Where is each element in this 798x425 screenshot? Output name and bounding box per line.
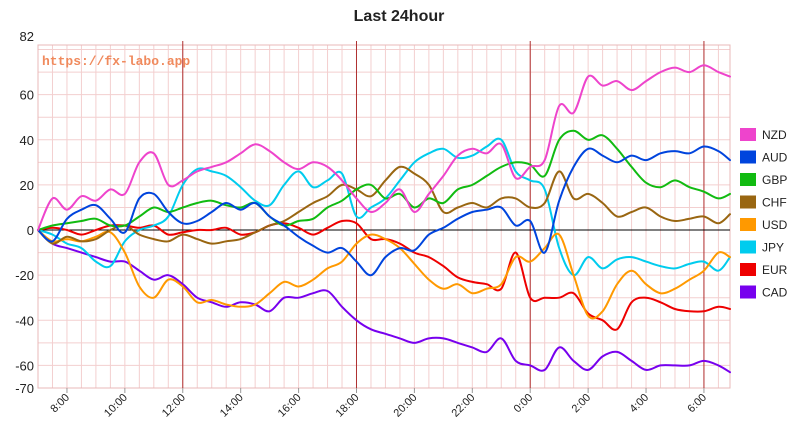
x-axis-ticks: 8:00 10:00 12:00 14:00 16:00 18:00 20:00 22:00 0… [48, 388, 709, 420]
y-tick-label: -40 [15, 313, 34, 328]
x-tick-label: 16:00 [276, 392, 304, 420]
series-line-nzd [37, 64, 731, 231]
chart-title: Last 24hour [353, 8, 445, 25]
y-tick-label: -70 [15, 381, 34, 396]
y-tick-label: 0 [27, 223, 34, 238]
legend-label-aud: AUD [762, 151, 788, 165]
legend-label-cad: CAD [762, 286, 788, 300]
legend-swatch-eur [740, 263, 756, 276]
y-axis-ticks: -70 -60 -40 -20 0 20 40 60 82 [15, 29, 34, 396]
series-line-cad [37, 229, 731, 374]
y-tick-label: 82 [20, 29, 34, 44]
legend-label-nzd: NZD [762, 128, 787, 142]
legend-swatch-aud [740, 150, 756, 164]
legend-label-eur: EUR [762, 263, 788, 277]
x-tick-label: 8:00 [48, 392, 72, 416]
x-tick-label: 14:00 [218, 392, 246, 420]
plot-border [37, 44, 731, 389]
legend-swatch-jpy [740, 240, 756, 254]
grid [37, 44, 731, 389]
x-tick-label: 18:00 [334, 392, 362, 420]
series-line-gbp [37, 129, 731, 231]
session-lines [182, 41, 705, 388]
legend-swatch-usd [740, 218, 756, 231]
x-tick-label: 20:00 [392, 392, 420, 420]
legend-swatch-chf [740, 195, 756, 209]
legend-swatch-nzd [740, 128, 756, 141]
x-tick-label: 10:00 [102, 392, 130, 420]
x-tick-label: 2:00 [570, 392, 594, 416]
legend-label-usd: USD [762, 218, 788, 232]
series-lines [37, 64, 731, 374]
series-line-usd [37, 229, 731, 320]
x-tick-label: 6:00 [685, 392, 709, 416]
y-tick-label: 40 [20, 133, 34, 148]
series-line-chf [37, 165, 731, 245]
y-tick-label: 60 [20, 88, 34, 103]
legend-swatch-gbp [740, 173, 756, 186]
x-tick-label: 12:00 [160, 392, 188, 420]
y-tick-label: -20 [15, 268, 34, 283]
legend-label-jpy: JPY [762, 241, 784, 255]
series-line-aud [37, 145, 731, 277]
legend-swatch-cad [740, 285, 756, 299]
x-tick-label: 0:00 [512, 392, 536, 416]
x-tick-label: 22:00 [449, 392, 477, 420]
y-tick-label: 20 [20, 178, 34, 193]
watermark: https://fx-labo.app [42, 54, 190, 69]
x-tick-label: 4:00 [628, 392, 652, 416]
legend: NZD AUD GBP CHF USD JPY EUR CAD [740, 128, 788, 300]
legend-label-chf: CHF [762, 196, 787, 210]
legend-label-gbp: GBP [762, 173, 787, 187]
y-tick-label: -60 [15, 358, 34, 373]
